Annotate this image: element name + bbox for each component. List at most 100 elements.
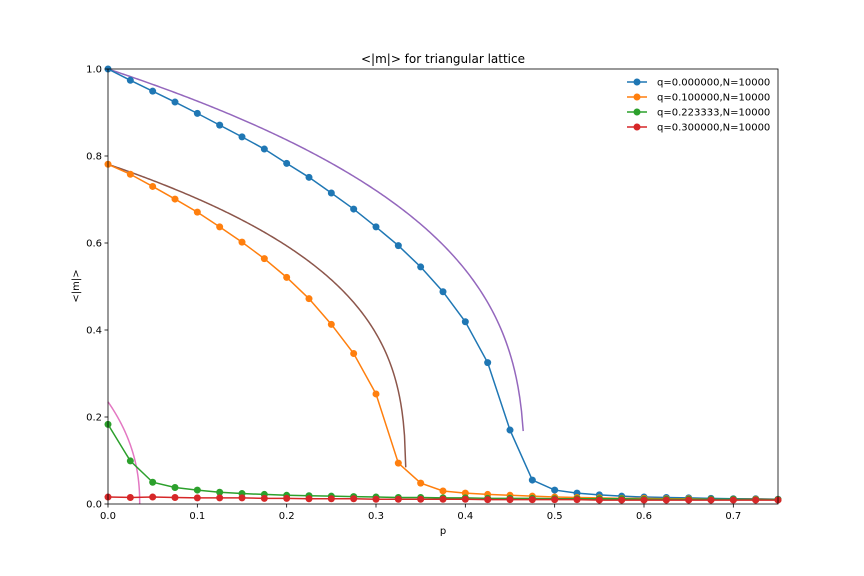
data-point bbox=[394, 242, 402, 250]
data-point bbox=[618, 496, 626, 504]
data-point bbox=[305, 173, 313, 181]
data-point bbox=[238, 133, 246, 141]
data-point bbox=[126, 457, 134, 465]
data-point bbox=[506, 496, 514, 504]
data-point bbox=[372, 223, 380, 231]
data-point bbox=[260, 145, 268, 153]
data-point bbox=[216, 121, 224, 129]
data-point bbox=[193, 494, 201, 502]
data-point bbox=[238, 494, 246, 502]
data-point bbox=[573, 496, 581, 504]
y-axis-label: <|m|> bbox=[71, 269, 82, 302]
data-point bbox=[662, 496, 670, 504]
y-axis: 0.0 0.2 0.4 0.6 0.8 1.0 bbox=[86, 65, 108, 511]
data-point bbox=[484, 359, 492, 367]
legend-label: q=0.100000,N=10000 bbox=[657, 93, 770, 104]
data-point bbox=[327, 320, 335, 328]
data-point bbox=[707, 496, 715, 504]
legend-label: q=0.223333,N=10000 bbox=[657, 108, 770, 119]
data-point bbox=[283, 494, 291, 502]
plot-area-frame bbox=[107, 68, 779, 505]
data-point bbox=[171, 195, 179, 203]
legend-label: q=0.000000,N=10000 bbox=[657, 78, 770, 89]
fit-curves-layer bbox=[107, 68, 524, 505]
chart-title: <|m|> for triangular lattice bbox=[361, 52, 525, 66]
data-point bbox=[216, 488, 224, 496]
legend-marker bbox=[633, 93, 641, 101]
data-point bbox=[551, 496, 559, 504]
data-point bbox=[305, 495, 313, 503]
data-point bbox=[171, 98, 179, 106]
fit-curve-3 bbox=[107, 401, 141, 505]
data-point bbox=[149, 478, 157, 486]
y-tick-label: 1.0 bbox=[86, 65, 102, 76]
data-point bbox=[171, 483, 179, 491]
data-point bbox=[216, 223, 224, 231]
legend-label: q=0.300000,N=10000 bbox=[657, 123, 770, 134]
data-point bbox=[171, 493, 179, 501]
data-point bbox=[126, 76, 134, 84]
data-point bbox=[350, 349, 358, 357]
data-point bbox=[528, 496, 536, 504]
data-point bbox=[484, 496, 492, 504]
x-tick-label: 0.6 bbox=[636, 511, 652, 522]
legend: q=0.000000,N=10000 q=0.100000,N=10000 q=0.… bbox=[627, 78, 770, 134]
data-point bbox=[350, 495, 358, 503]
y-tick-label: 0.6 bbox=[86, 239, 102, 250]
x-tick-label: 0.3 bbox=[368, 511, 384, 522]
fit-curve-1 bbox=[107, 68, 524, 432]
data-point bbox=[372, 495, 380, 503]
y-tick-label: 0.0 bbox=[86, 500, 102, 511]
data-point bbox=[216, 494, 224, 502]
x-tick-label: 0.1 bbox=[189, 511, 205, 522]
x-tick-label: 0.7 bbox=[725, 511, 741, 522]
data-point bbox=[238, 238, 246, 246]
data-point bbox=[193, 486, 201, 494]
x-axis: 0.0 0.1 0.2 0.3 0.4 0.5 0.6 0.7 bbox=[100, 504, 741, 522]
data-point bbox=[685, 496, 693, 504]
data-point bbox=[260, 494, 268, 502]
data-point bbox=[394, 459, 402, 467]
x-axis-label: p bbox=[440, 526, 446, 537]
y-tick-label: 0.2 bbox=[86, 413, 102, 424]
data-point bbox=[260, 255, 268, 263]
data-point bbox=[417, 479, 425, 487]
data-point bbox=[149, 182, 157, 190]
data-point bbox=[372, 390, 380, 398]
legend-marker bbox=[633, 108, 641, 116]
data-point bbox=[528, 476, 536, 484]
y-tick-label: 0.4 bbox=[86, 326, 102, 337]
data-point bbox=[327, 495, 335, 503]
x-tick-label: 0.0 bbox=[100, 511, 116, 522]
data-point bbox=[305, 295, 313, 303]
data-point bbox=[126, 170, 134, 178]
x-tick-label: 0.4 bbox=[457, 511, 473, 522]
data-point bbox=[193, 208, 201, 216]
data-point bbox=[461, 318, 469, 326]
data-point bbox=[640, 496, 648, 504]
data-point bbox=[149, 493, 157, 501]
data-point bbox=[193, 109, 201, 117]
data-point bbox=[394, 495, 402, 503]
data-point bbox=[461, 495, 469, 503]
data-point bbox=[283, 159, 291, 167]
x-tick-label: 0.2 bbox=[279, 511, 295, 522]
fit-curve-2 bbox=[107, 163, 407, 468]
data-point bbox=[126, 493, 134, 501]
y-tick-label: 0.8 bbox=[86, 152, 102, 163]
data-point bbox=[327, 189, 335, 197]
data-point bbox=[595, 496, 603, 504]
plot-area-background bbox=[108, 69, 778, 504]
data-point bbox=[551, 486, 559, 494]
series-layer bbox=[104, 65, 782, 504]
data-point bbox=[149, 87, 157, 95]
data-point bbox=[439, 288, 447, 296]
data-point bbox=[506, 426, 514, 434]
data-point bbox=[350, 205, 358, 213]
legend-marker bbox=[633, 78, 641, 86]
data-point bbox=[439, 487, 447, 495]
x-tick-label: 0.5 bbox=[547, 511, 563, 522]
legend-marker bbox=[633, 123, 641, 131]
data-point bbox=[461, 489, 469, 497]
